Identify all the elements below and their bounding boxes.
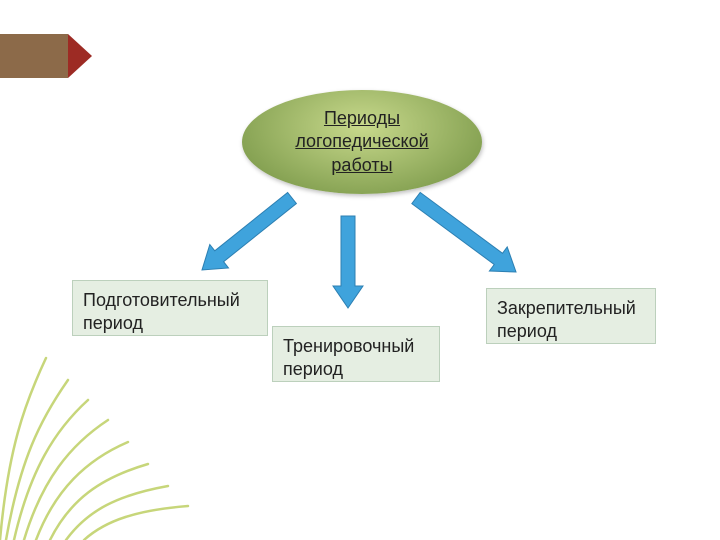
leaf-box-prep: Подготовительный период xyxy=(72,280,268,336)
leaf-box-label: Подготовительный период xyxy=(83,290,240,333)
root-node: Периоды логопедической работы xyxy=(242,90,482,194)
arrow-3 xyxy=(412,192,516,272)
leaf-box-fix: Закрепительный период xyxy=(486,288,656,344)
diagram-stage: Периоды логопедической работы Подготовит… xyxy=(0,0,720,540)
leaf-box-train: Тренировочный период xyxy=(272,326,440,382)
leaf-box-label: Тренировочный период xyxy=(283,336,414,379)
arrow-2 xyxy=(333,216,363,308)
leaf-box-label: Закрепительный период xyxy=(497,298,636,341)
top-strip xyxy=(0,34,68,78)
root-node-label: Периоды логопедической работы xyxy=(295,107,428,177)
arrows-layer xyxy=(0,0,720,540)
grass-decoration-icon xyxy=(0,350,220,540)
arrow-1 xyxy=(202,193,296,271)
chevron-right-icon xyxy=(68,34,92,78)
